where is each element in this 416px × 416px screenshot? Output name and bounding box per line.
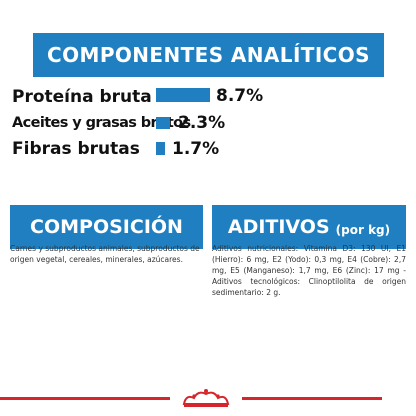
composition-title: COMPOSICIÓN: [30, 216, 183, 238]
analytics-banner: COMPONENTES ANALÍTICOS: [33, 33, 384, 77]
analytics-title: COMPONENTES ANALÍTICOS: [47, 43, 370, 67]
value-bar: [156, 117, 170, 129]
composition-banner: COMPOSICIÓN: [10, 205, 203, 249]
row-value: 1.7%: [172, 139, 220, 159]
additives-title: ADITIVOS: [227, 216, 330, 238]
row-label: Fibras brutas: [12, 139, 140, 159]
analytics-row-fats: Aceites y grasas brutos: [12, 113, 191, 133]
value-bar: [156, 88, 210, 102]
analytics-row-fiber: Fibras brutas: [12, 138, 140, 160]
row-label: Proteína bruta: [12, 87, 152, 107]
composition-text: Carnes y subproductos animales, subprodu…: [10, 244, 200, 264]
value-bar: [156, 142, 165, 155]
analytics-row-protein: Proteína bruta: [12, 86, 152, 108]
crown-logo-icon: [182, 389, 230, 407]
row-value: 2.3%: [178, 113, 226, 133]
row-label: Aceites y grasas brutos: [12, 115, 191, 131]
footer-line-right: [242, 397, 382, 400]
footer-line-left: [0, 397, 170, 400]
additives-subtitle: (por kg): [335, 223, 391, 237]
additives-banner: ADITIVOS (por kg): [212, 205, 406, 249]
additives-text: Aditivos nutricionales: Vitamina D3: 130…: [212, 244, 406, 297]
row-value: 8.7%: [216, 86, 264, 106]
